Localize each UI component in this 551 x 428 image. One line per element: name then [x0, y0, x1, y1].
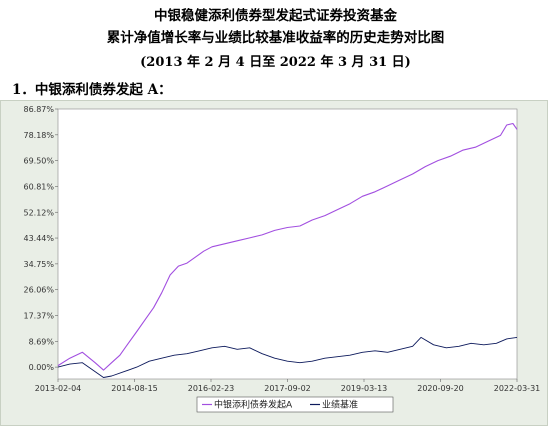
x-tick-label: 2019-03-13 — [341, 384, 388, 393]
line-chart: 0.00% 8.69% 17.37% 26.06% 34.75% 43.44% 52.12%… — [23, 105, 541, 413]
y-tick-label: 43.44% — [23, 234, 54, 243]
legend-entry: 业绩基准 — [322, 399, 358, 411]
x-tick-label: 2020-09-20 — [417, 384, 464, 393]
fund-line — [57, 122, 518, 371]
page-title: 中银稳健添利债券型发起式证券投资基金 — [154, 8, 397, 24]
chart-subtitle: 累计净值增长率与业绩比较基准收益率的历史走势对比图 — [106, 30, 445, 46]
x-tick-label: 2017-09-02 — [264, 384, 311, 393]
y-tick-label: 52.12% — [23, 208, 54, 217]
y-tick-label: 0.00% — [29, 363, 55, 372]
y-tick-label: 34.75% — [23, 260, 54, 269]
y-tick-label: 60.81% — [23, 182, 54, 191]
y-tick-label: 69.50% — [23, 157, 54, 166]
y-tick-label: 86.87% — [23, 105, 54, 114]
legend-entry: 中银添利债券发起A — [214, 399, 293, 411]
x-tick-label: 2022-03-31 — [494, 384, 541, 393]
chart-panel: 0.00% 8.69% 17.37% 26.06% 34.75% 43.44% 52.12%… — [0, 100, 548, 426]
x-tick-label: 2016-02-23 — [188, 384, 235, 393]
plot-area — [57, 108, 518, 380]
x-tick-label: 2014-08-15 — [111, 384, 158, 393]
x-tick-label: 2013-02-04 — [35, 384, 82, 393]
y-tick-label: 26.06% — [23, 286, 54, 295]
date-range: (2013 年 2 月 4 日至 2022 年 3 月 31 日) — [140, 55, 411, 70]
y-tick-label: 8.69% — [29, 337, 55, 346]
y-tick-label: 17.37% — [23, 312, 54, 321]
section-label: 1．中银添利债券发起 A： — [12, 82, 172, 98]
benchmark-line — [57, 336, 518, 378]
legend-box — [196, 396, 394, 413]
y-tick-label: 78.18% — [23, 131, 54, 140]
